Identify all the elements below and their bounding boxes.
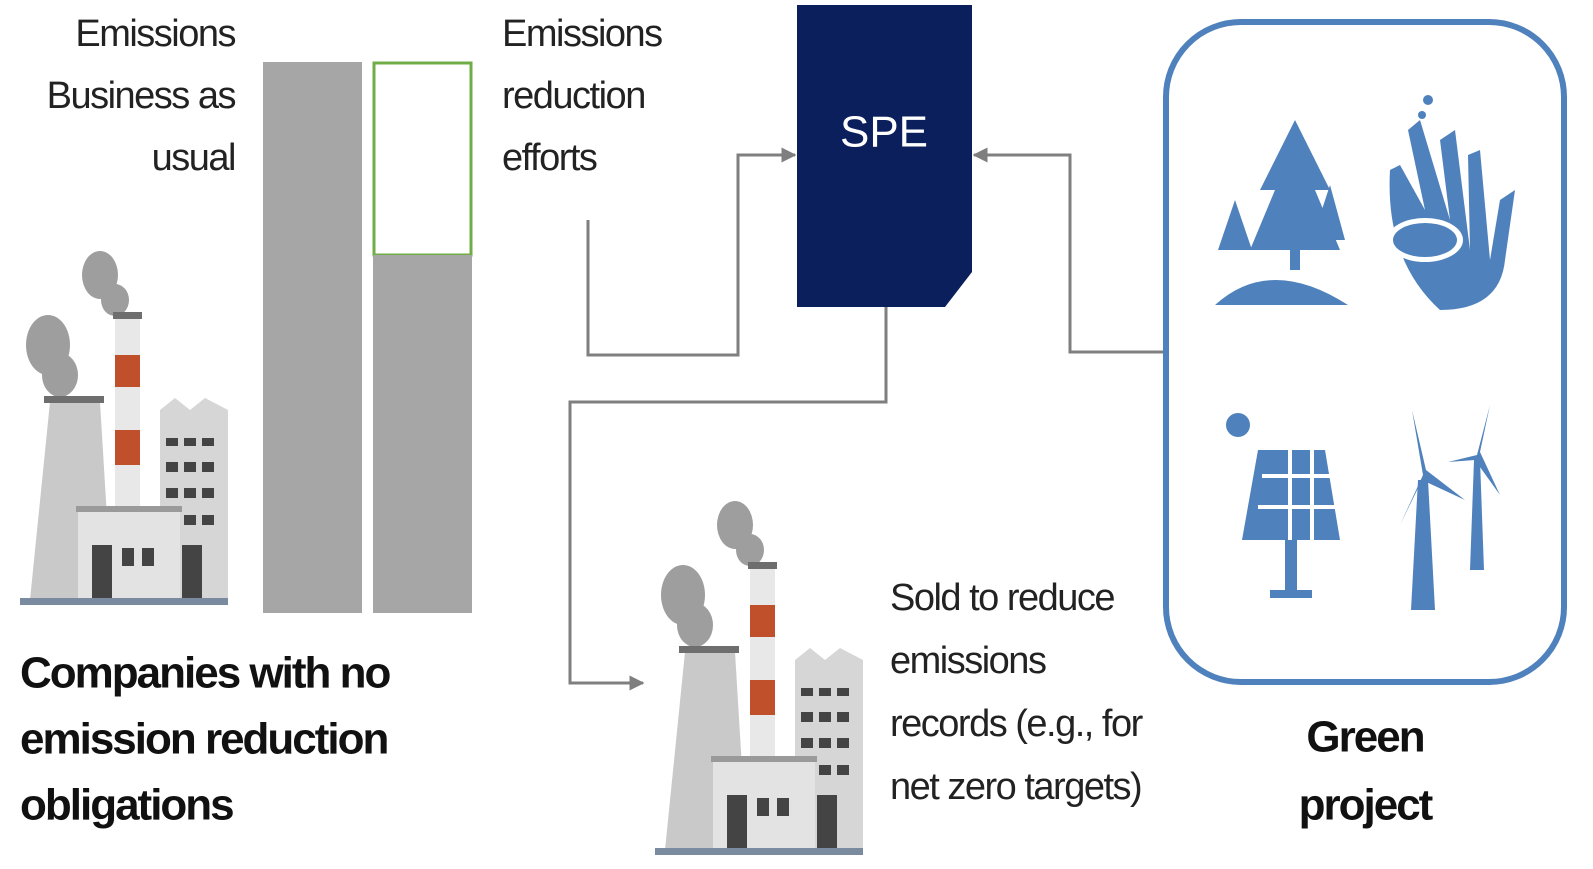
reduction-bar — [374, 63, 471, 255]
green-box — [1166, 22, 1564, 682]
label: Emissions — [502, 13, 662, 55]
label: Green — [1306, 713, 1423, 762]
label: project — [1299, 781, 1434, 830]
spe-label: SPE — [840, 108, 928, 157]
label: reduction — [502, 75, 645, 117]
emission-bar — [263, 62, 362, 613]
remaining-bar — [373, 255, 472, 613]
label: Emissions — [75, 13, 235, 55]
label: net zero targets) — [890, 766, 1141, 808]
label: Business as — [47, 75, 236, 117]
label: records (e.g., for — [890, 703, 1144, 745]
arrow — [974, 155, 1165, 352]
arrow — [570, 307, 886, 683]
label: efforts — [502, 137, 597, 179]
label: emission reduction — [20, 715, 388, 764]
diagram: Emissions Business as usual Emissions re… — [0, 0, 1593, 869]
label: obligations — [20, 781, 233, 830]
label: Companies with no — [20, 649, 390, 698]
arrow — [588, 155, 795, 355]
label: Sold to reduce — [890, 577, 1114, 619]
label: emissions — [890, 640, 1046, 682]
label: usual — [152, 137, 235, 179]
factory — [655, 501, 863, 855]
factory — [20, 251, 228, 605]
